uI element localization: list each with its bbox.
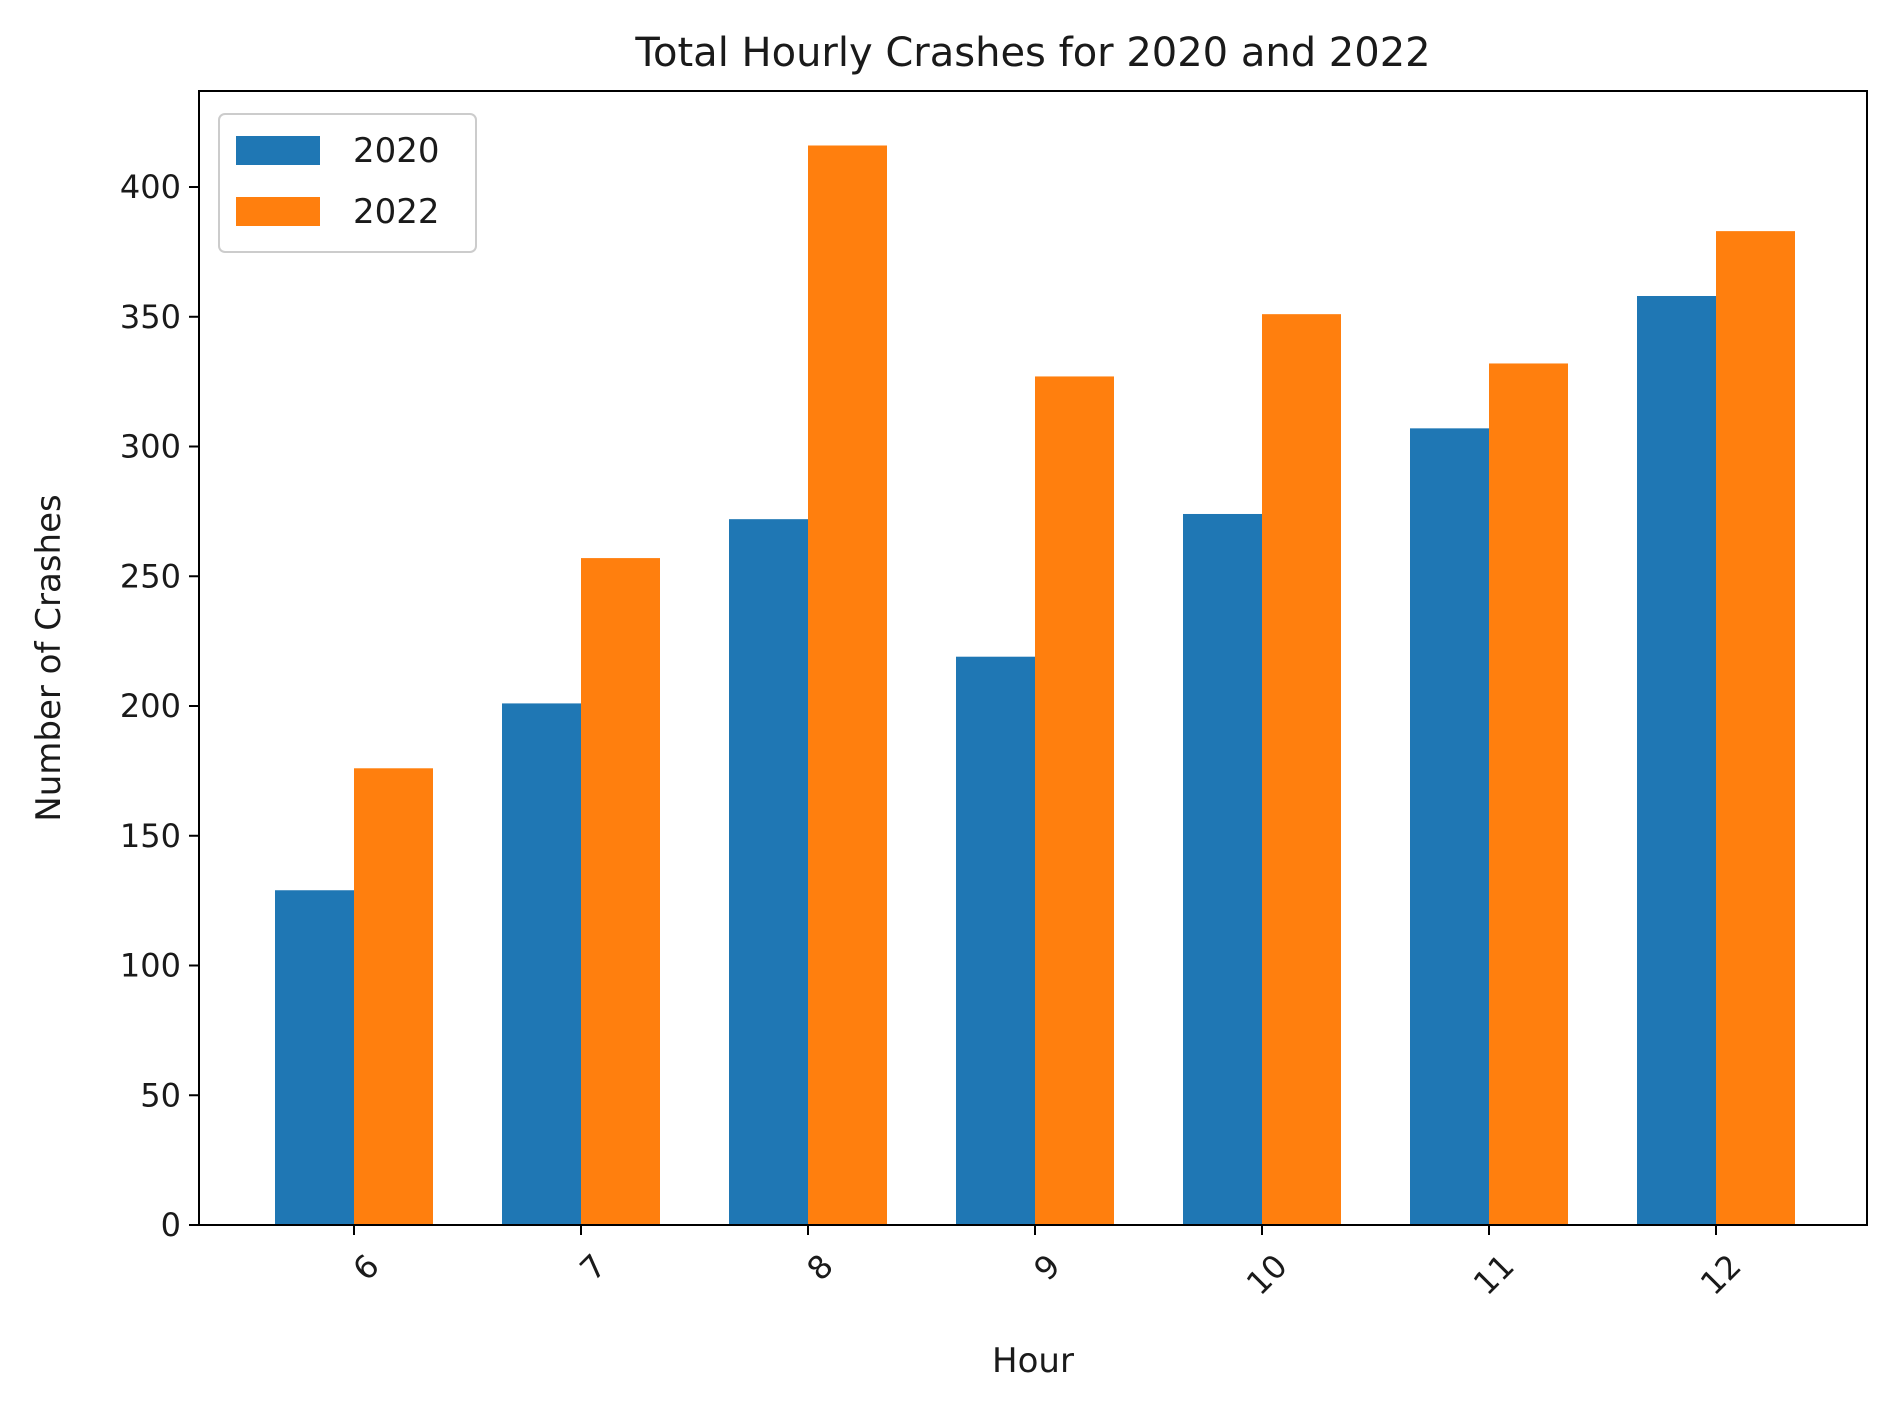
legend: 2020 2022 (218, 113, 477, 253)
bar-2020-hour-9 (956, 656, 1035, 1225)
x-axis-ticks: 6 7 8 9 10 11 12 (345, 1225, 1749, 1303)
bar-2022-hour-8 (808, 145, 887, 1226)
bar-2020-hour-11 (1410, 428, 1489, 1225)
x-tick-label-7: 7 (572, 1247, 613, 1288)
y-tick-label-200: 200 (120, 687, 181, 725)
y-tick-label-300: 300 (120, 428, 181, 466)
x-tick-label-11: 11 (1466, 1247, 1522, 1303)
y-tick-label-400: 400 (120, 168, 181, 206)
x-axis-label: Hour (992, 1341, 1074, 1381)
y-tick-label-250: 250 (120, 557, 181, 595)
bar-2022-hour-6 (354, 768, 433, 1225)
bar-2020-hour-10 (1183, 513, 1262, 1225)
bar-2022-hour-7 (581, 558, 660, 1225)
bars-group (275, 145, 1795, 1226)
bar-2022-hour-12 (1716, 231, 1795, 1225)
bar-2022-hour-9 (1035, 376, 1114, 1225)
y-tick-label-350: 350 (120, 298, 181, 336)
x-tick-label-6: 6 (345, 1247, 386, 1288)
y-axis-ticks: 0 50 100 150 200 250 300 350 400 (120, 168, 199, 1244)
bar-2020-hour-8 (729, 519, 808, 1225)
bar-2022-hour-11 (1489, 363, 1568, 1225)
y-tick-label-50: 50 (140, 1076, 181, 1114)
bar-2022-hour-10 (1262, 314, 1341, 1225)
bar-2020-hour-6 (275, 890, 354, 1225)
x-tick-label-9: 9 (1026, 1247, 1067, 1288)
x-tick-label-10: 10 (1239, 1247, 1295, 1303)
bar-2020-hour-7 (502, 703, 581, 1225)
legend-label-2020: 2020 (353, 131, 440, 171)
legend-swatch-2022 (236, 197, 320, 226)
y-tick-label-100: 100 (120, 947, 181, 985)
bar-2020-hour-12 (1637, 296, 1716, 1225)
x-tick-label-8: 8 (799, 1247, 840, 1288)
x-tick-label-12: 12 (1693, 1247, 1749, 1303)
y-tick-label-0: 0 (161, 1206, 181, 1244)
chart-title: Total Hourly Crashes for 2020 and 2022 (634, 30, 1430, 76)
plot-frame (198, 90, 1868, 1226)
y-tick-label-150: 150 (120, 817, 181, 855)
legend-swatch-2020 (236, 136, 320, 165)
legend-label-2022: 2022 (353, 192, 440, 232)
y-axis-label: Number of Crashes (29, 494, 69, 821)
